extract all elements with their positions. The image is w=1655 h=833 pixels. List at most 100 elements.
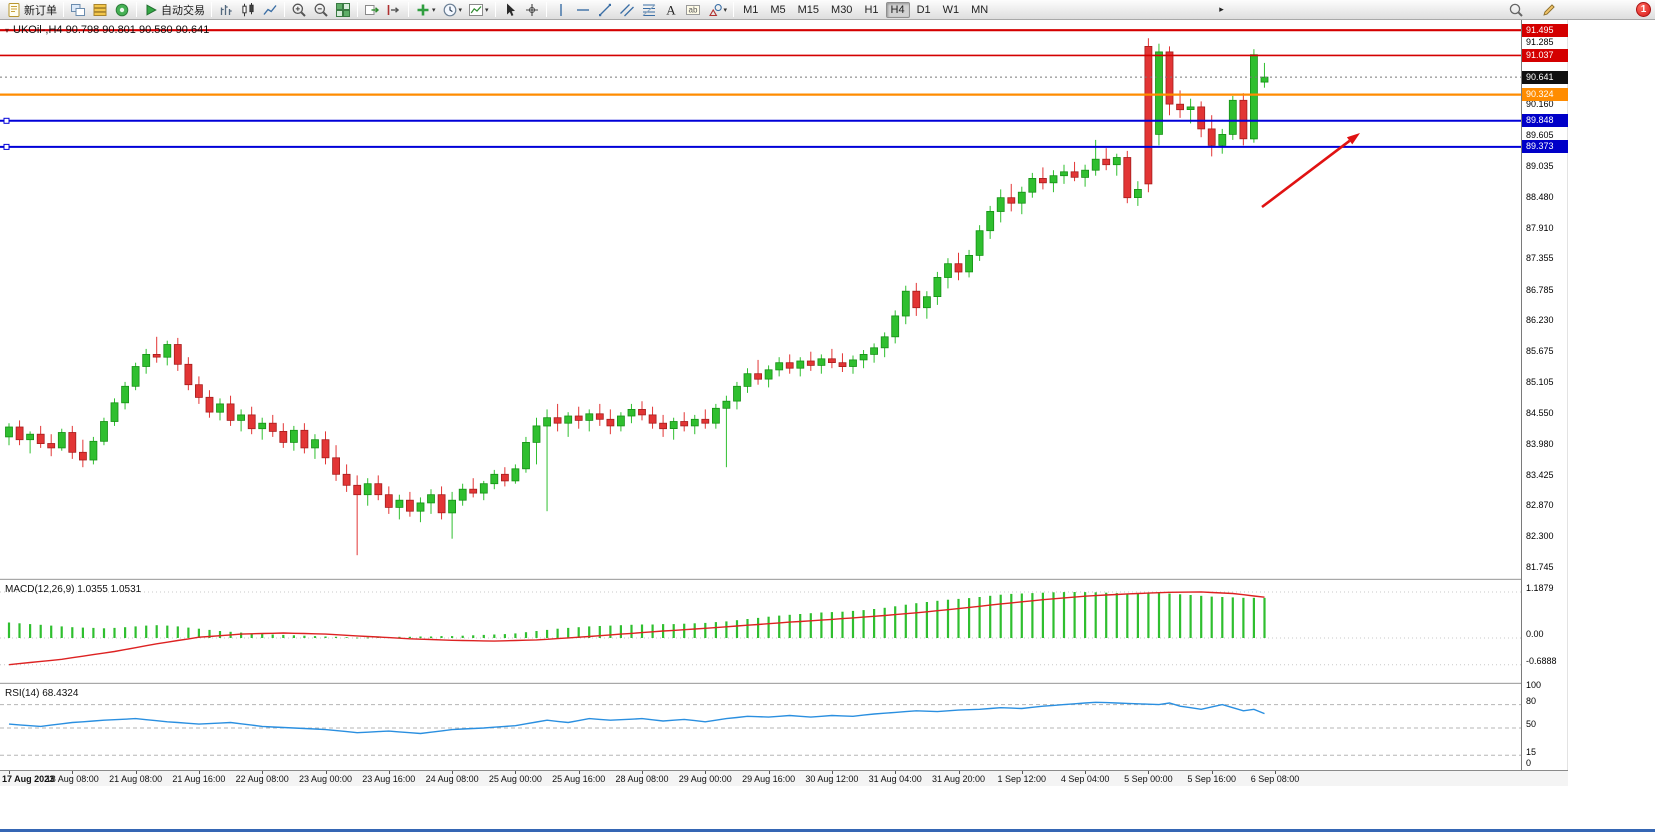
- line-chart-button[interactable]: [259, 1, 281, 18]
- timeframe-m5-button[interactable]: M5: [770, 3, 786, 16]
- candle: [1197, 106, 1206, 130]
- time-axis[interactable]: 17 Aug 2023 18 Aug 08:00 21 Aug 08:00 21 Au…: [0, 770, 1568, 786]
- templates-button[interactable]: ▾: [465, 1, 492, 18]
- fibonacci-button[interactable]: [638, 1, 660, 18]
- zoom-out-button[interactable]: [310, 1, 332, 18]
- arrows-dropdown-icon[interactable]: ▾: [723, 6, 728, 14]
- macd-histogram-bar: [524, 632, 528, 638]
- candle: [659, 422, 667, 430]
- market-watch-button[interactable]: [89, 1, 111, 18]
- search-button[interactable]: [1505, 1, 1527, 18]
- equidistant-channel-icon: [619, 2, 635, 18]
- candle: [796, 360, 805, 369]
- sounds-icon: [114, 2, 130, 18]
- toolbar-separator: [211, 2, 212, 17]
- time-axis-tick: [325, 771, 327, 774]
- timeframe-h1-button[interactable]: H1: [864, 3, 879, 16]
- candle: [57, 432, 66, 449]
- macd-histogram-bar: [999, 594, 1002, 638]
- line-handle[interactable]: [3, 143, 10, 150]
- arrows-button[interactable]: ▾: [704, 1, 731, 18]
- toolbar-separator: [545, 2, 547, 17]
- notifications-badge[interactable]: 1: [1636, 2, 1651, 17]
- cursor-button[interactable]: [499, 1, 521, 18]
- text-button[interactable]: A: [660, 1, 682, 18]
- auto-trading-button[interactable]: 自动交易: [140, 1, 208, 18]
- macd-histogram-bar: [894, 606, 897, 638]
- timeframe-h4-button[interactable]: H4: [885, 1, 910, 18]
- auto-scroll-button[interactable]: [361, 1, 383, 18]
- macd-histogram-bar: [208, 629, 211, 638]
- new-order-label: 新订单: [24, 4, 57, 17]
- rsi-axis-label: 50: [1526, 719, 1537, 730]
- candle: [363, 483, 372, 496]
- line-handle[interactable]: [3, 117, 10, 124]
- annotation-arrow-head[interactable]: [1346, 133, 1360, 145]
- tile-windows-button[interactable]: [332, 1, 354, 18]
- charts-icon: [70, 2, 86, 18]
- candle: [975, 230, 984, 256]
- timeframe-w1-button[interactable]: W1: [942, 3, 960, 16]
- candle: [627, 408, 636, 417]
- candle: [595, 413, 604, 420]
- candle: [606, 418, 615, 427]
- templates-dropdown-icon[interactable]: ▾: [485, 6, 489, 14]
- toolbar-overflow-icon[interactable]: ▸: [1219, 4, 1224, 14]
- time-axis-label: 31 Aug 20:00: [931, 774, 986, 784]
- candlestick-chart-icon: [240, 2, 256, 18]
- line-chart-icon: [262, 2, 278, 18]
- periods-button[interactable]: ▾: [439, 1, 466, 18]
- macd-histogram-bar: [324, 636, 327, 638]
- periods-dropdown-icon[interactable]: ▾: [458, 6, 463, 14]
- crosshair-button[interactable]: [521, 1, 543, 18]
- chart-shift-button[interactable]: [383, 1, 405, 18]
- rsi-canvas[interactable]: [0, 684, 1521, 770]
- macd-canvas[interactable]: [0, 580, 1521, 682]
- macd-splitter[interactable]: [0, 578, 1568, 580]
- macd-histogram-bar: [925, 602, 928, 638]
- candle: [374, 483, 383, 496]
- indicators-button[interactable]: ▾: [412, 1, 439, 18]
- candlestick-chart-button[interactable]: [237, 1, 259, 18]
- rsi-axis-label: 100: [1526, 680, 1542, 691]
- time-axis-tick: [578, 771, 580, 774]
- timeframe-m15-button[interactable]: M15: [797, 3, 820, 16]
- timeframe-m1-button[interactable]: M1: [743, 3, 759, 16]
- price-axis[interactable]: 91.285 90.160 89.605 89.035 88.480 87.910 87.3…: [1521, 20, 1568, 770]
- time-axis-tick: [768, 771, 770, 774]
- candle: [1039, 177, 1047, 184]
- charts-button[interactable]: [67, 1, 89, 18]
- equidistant-channel-button[interactable]: [616, 1, 638, 18]
- candle: [1123, 157, 1132, 199]
- time-axis-label: 6 Sep 08:00: [1250, 774, 1300, 784]
- candle: [205, 396, 214, 413]
- edit-button[interactable]: [1538, 1, 1560, 18]
- new-order-button[interactable]: 新订单: [3, 1, 60, 18]
- horizontal-line-button[interactable]: [572, 1, 594, 18]
- annotation-arrow[interactable]: [1261, 139, 1351, 209]
- main-chart-canvas[interactable]: [0, 20, 1521, 578]
- rsi-splitter[interactable]: [0, 682, 1568, 684]
- macd-axis-label: 0.00: [1526, 629, 1544, 639]
- macd-histogram-bar: [176, 626, 179, 638]
- candle: [500, 473, 509, 482]
- time-axis-tick: [452, 771, 454, 774]
- trendline-button[interactable]: [594, 1, 616, 18]
- time-axis-label: 17 Aug 2023: [2, 774, 55, 784]
- timeframe-m30-button[interactable]: M30: [831, 3, 853, 16]
- timeframe-mn-button[interactable]: MN: [971, 3, 989, 16]
- macd-histogram-bar: [630, 624, 633, 638]
- timeframe-d1-button[interactable]: D1: [916, 3, 931, 16]
- sounds-button[interactable]: [111, 1, 133, 18]
- candle: [838, 362, 847, 368]
- bar-chart-button[interactable]: [215, 1, 237, 18]
- candle: [1091, 158, 1100, 171]
- chart-shift-icon: [386, 2, 402, 18]
- indicators-dropdown-icon[interactable]: ▾: [432, 6, 436, 14]
- macd-histogram-bar: [1210, 596, 1213, 638]
- text-label-button[interactable]: ab: [682, 1, 704, 18]
- macd-histogram-bar: [1189, 595, 1192, 638]
- candle: [733, 385, 741, 402]
- vertical-line-button[interactable]: [550, 1, 572, 18]
- zoom-in-button[interactable]: [288, 1, 310, 18]
